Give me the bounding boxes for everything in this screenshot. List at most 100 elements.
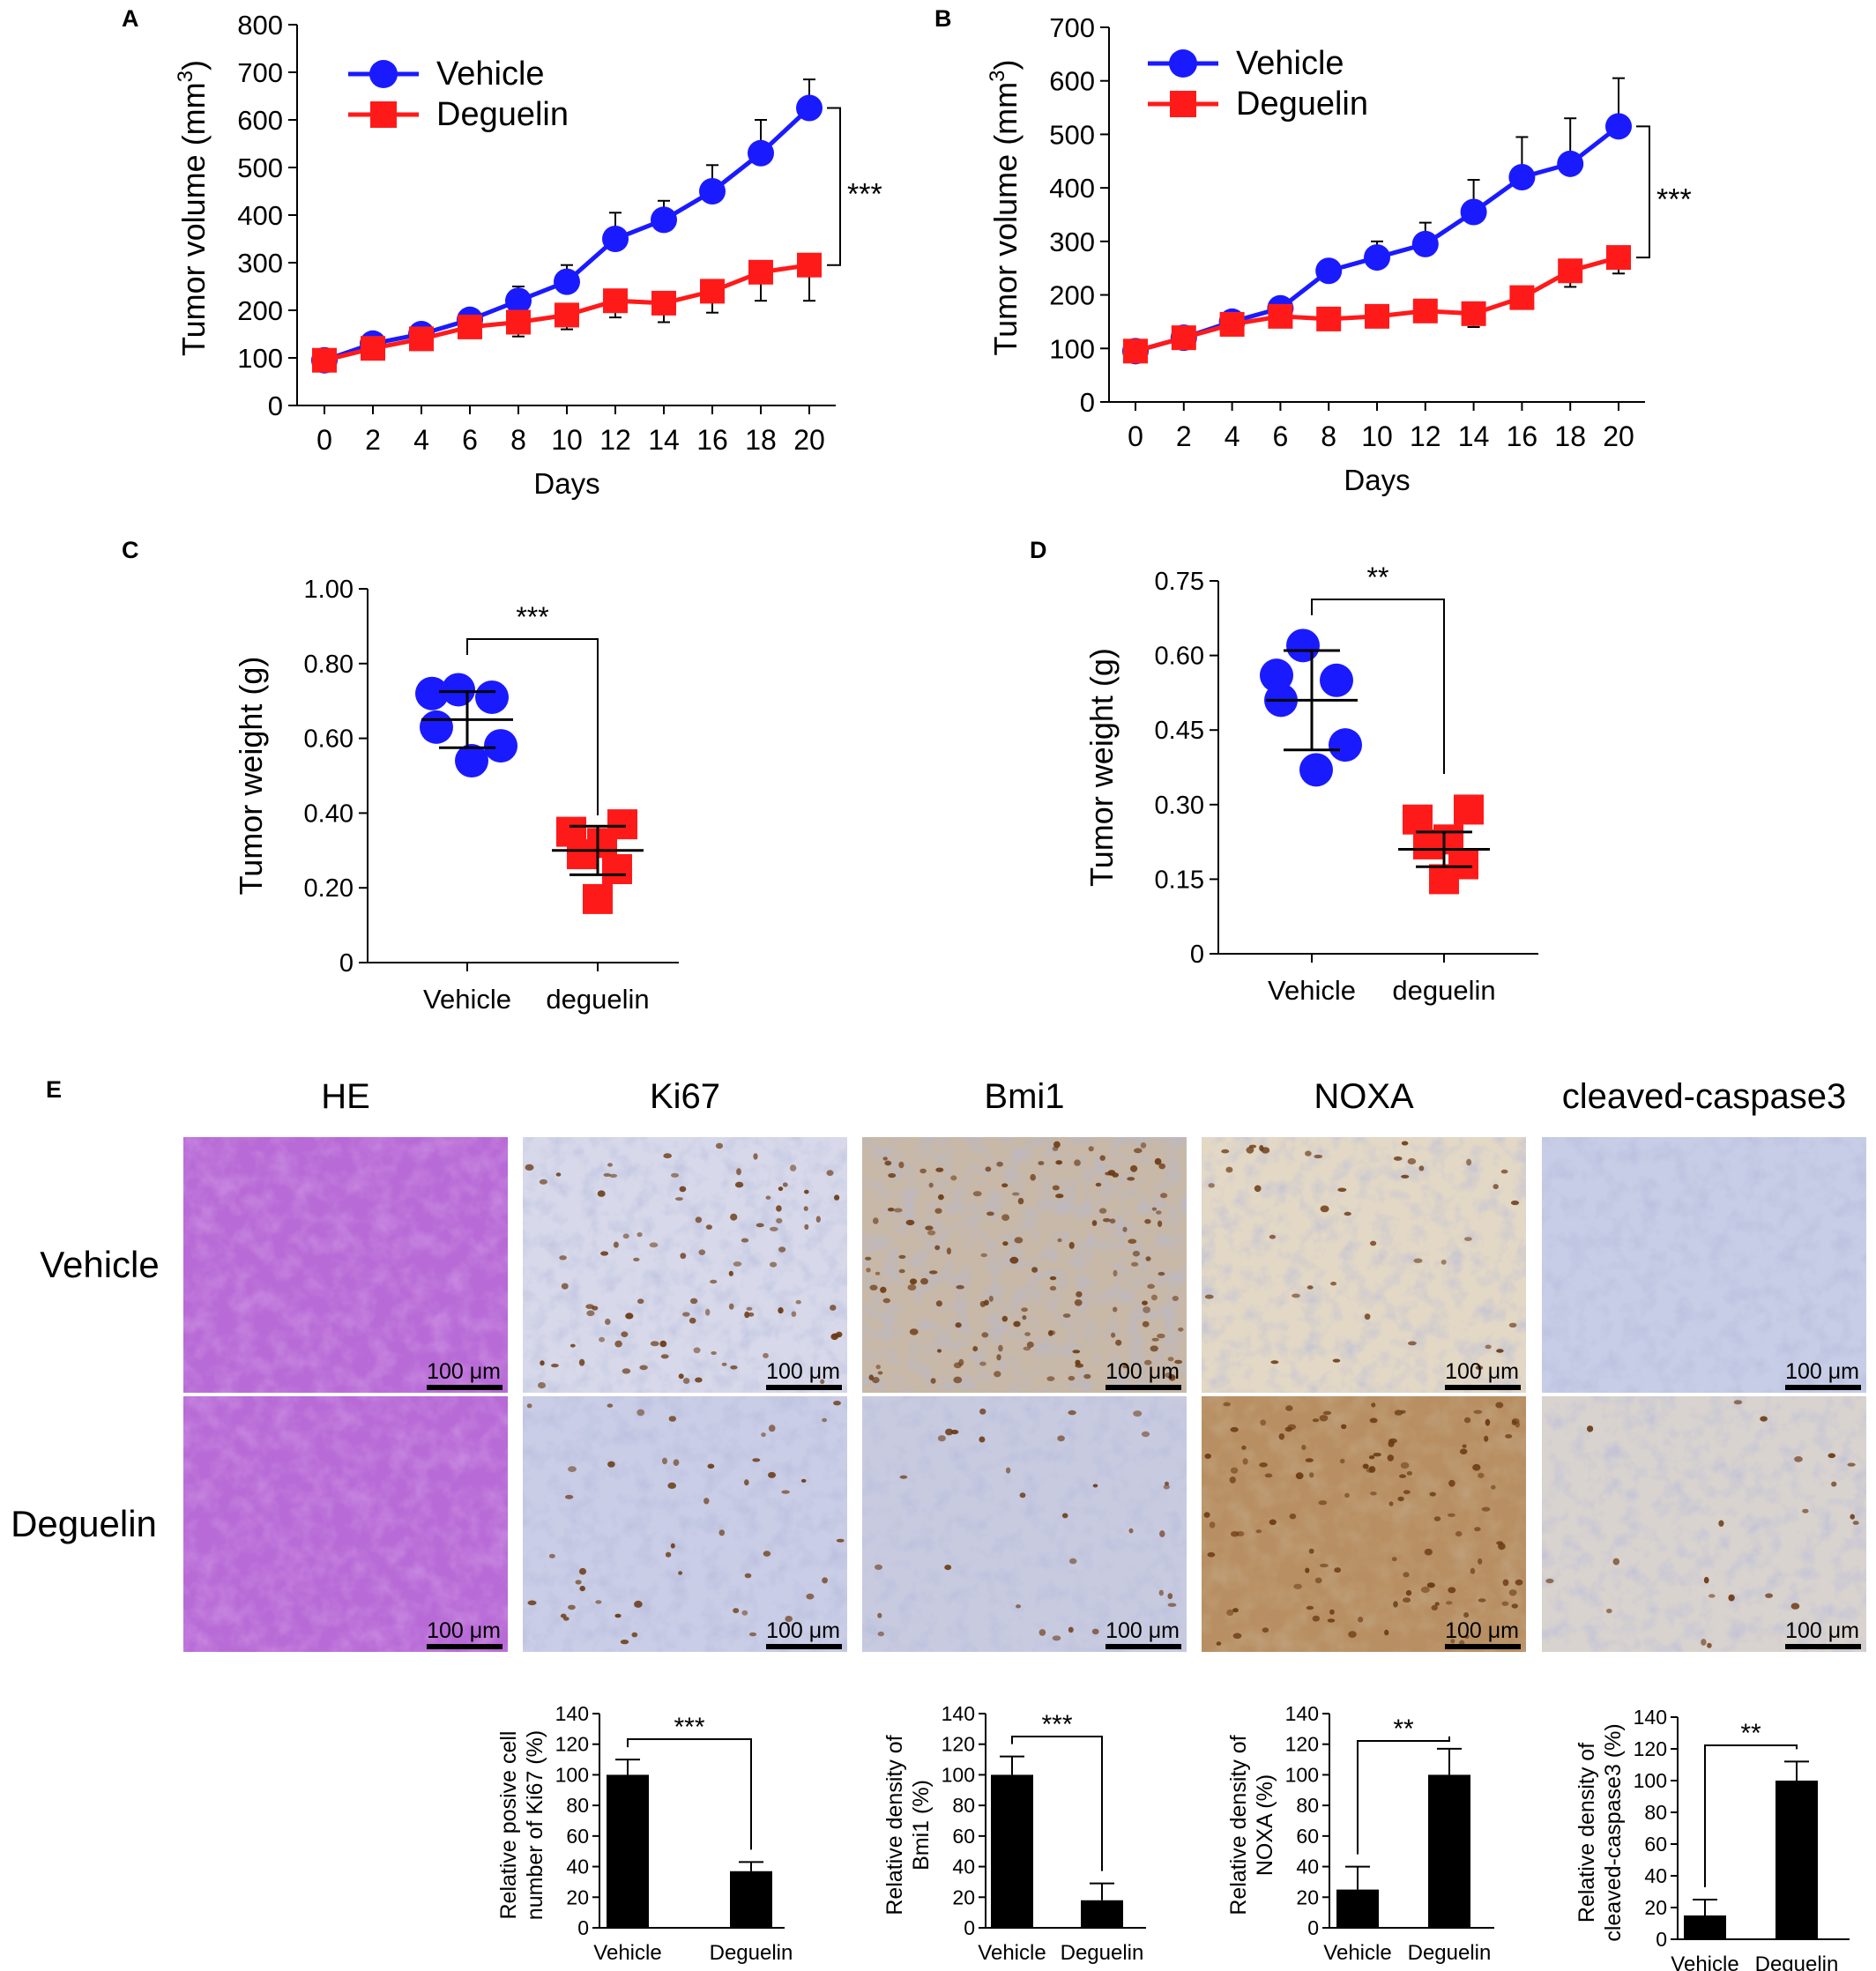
x-tick-label: 20 <box>1603 420 1634 452</box>
deguelin-point <box>1219 311 1245 337</box>
stained-nucleus <box>1501 1601 1509 1606</box>
micrograph-texture <box>523 1396 847 1652</box>
stained-nucleus <box>898 1268 905 1274</box>
stained-nucleus <box>675 1197 683 1201</box>
stained-nucleus <box>996 1354 1001 1361</box>
stained-nucleus <box>800 1478 807 1483</box>
stained-nucleus <box>1158 1163 1165 1170</box>
deguelin-point <box>506 309 531 335</box>
stained-nucleus <box>1246 1146 1254 1154</box>
stained-nucleus <box>597 1190 606 1197</box>
stained-nucleus <box>1478 1558 1483 1565</box>
stained-nucleus <box>1030 1173 1036 1181</box>
stained-nucleus <box>981 1332 989 1338</box>
bar-deguelin <box>1428 1774 1470 1928</box>
stained-nucleus <box>1216 1641 1222 1646</box>
stained-nucleus <box>730 1213 738 1221</box>
stained-nucleus <box>1831 1481 1837 1487</box>
stained-nucleus <box>880 1286 887 1293</box>
stained-nucleus <box>909 1278 918 1285</box>
stained-nucleus <box>1364 1313 1371 1320</box>
stained-nucleus <box>1147 1283 1155 1290</box>
y-axis-label: Relative density of <box>1226 1735 1251 1915</box>
bar-chart-ki67: 0 20 40 60 80 100 120 140 Relative posive cell nu… <box>496 1702 793 1965</box>
stained-nucleus <box>711 1351 717 1355</box>
stained-nucleus <box>869 1284 878 1290</box>
stained-nucleus <box>1718 1520 1724 1527</box>
vehicle-point <box>554 268 580 295</box>
significance-label: *** <box>674 1713 704 1742</box>
y-axis-label-sup: 3 <box>174 71 197 82</box>
stained-nucleus <box>979 1436 986 1443</box>
stained-nucleus <box>1057 1435 1065 1442</box>
stained-nucleus <box>1765 1593 1773 1598</box>
stained-nucleus <box>955 1322 962 1328</box>
y-tick-label: 60 <box>1296 1825 1319 1848</box>
stained-nucleus <box>1462 1444 1467 1448</box>
stained-nucleus <box>1399 1474 1406 1478</box>
stained-nucleus <box>1122 1364 1129 1369</box>
stained-nucleus <box>763 1551 771 1557</box>
stained-nucleus <box>1102 1218 1111 1223</box>
bar-deguelin <box>1081 1900 1123 1928</box>
y-axis-label-end: ) <box>987 59 1024 70</box>
stained-nucleus <box>873 1217 879 1224</box>
column-header: NOXA <box>1314 1077 1414 1116</box>
y-tick-label: 100 <box>237 343 283 374</box>
vehicle-point <box>1320 663 1353 697</box>
stained-nucleus <box>670 1172 680 1178</box>
stained-nucleus <box>1091 1628 1099 1635</box>
y-tick-label: 140 <box>1634 1706 1667 1729</box>
stained-nucleus <box>741 1238 749 1243</box>
panel-label-b: B <box>934 5 952 32</box>
stained-nucleus <box>1384 1629 1389 1636</box>
y-axis-label: Tumor weight (g) <box>1083 648 1120 887</box>
stained-nucleus <box>605 1318 611 1326</box>
chart-b-tumor-volume: 0 100 200 300 400 500 600 700 0 2 4 6 8 10 12 14 16 18 20 D… <box>986 12 1692 496</box>
scale-bar <box>1445 1385 1521 1390</box>
stained-nucleus <box>1223 1402 1231 1407</box>
stained-nucleus <box>1388 1438 1397 1444</box>
stained-nucleus <box>710 1279 718 1284</box>
stained-nucleus <box>1370 1491 1377 1496</box>
stained-nucleus <box>756 1223 764 1228</box>
stained-nucleus <box>1130 1261 1139 1267</box>
stained-nucleus <box>707 1463 715 1469</box>
deguelin-point <box>1171 325 1196 351</box>
stained-nucleus <box>527 1600 537 1606</box>
deguelin-point <box>651 290 676 316</box>
scale-bar-label: 100 μm <box>1106 1618 1180 1643</box>
stained-nucleus <box>1387 1454 1395 1462</box>
stained-nucleus <box>1099 1155 1106 1161</box>
stained-nucleus <box>718 1529 726 1536</box>
legend-label: Vehicle <box>436 56 545 93</box>
micrograph-texture <box>183 1137 508 1393</box>
stained-nucleus <box>679 1186 687 1193</box>
bar-vehicle <box>607 1774 649 1928</box>
y-tick-label: 60 <box>566 1825 589 1848</box>
stained-nucleus <box>1038 1629 1046 1636</box>
vehicle-point <box>1557 150 1584 177</box>
x-tick-label: 0 <box>1128 420 1143 452</box>
stained-nucleus <box>1403 1490 1411 1494</box>
stained-nucleus <box>1178 1328 1184 1332</box>
stained-nucleus <box>768 1424 776 1432</box>
stained-nucleus <box>1154 1157 1162 1165</box>
stained-nucleus <box>1312 1418 1320 1423</box>
category-label: Vehicle <box>593 1941 661 1965</box>
stained-nucleus <box>1344 1211 1351 1216</box>
stained-nucleus <box>804 1224 809 1231</box>
stained-nucleus <box>693 1347 701 1354</box>
stained-nucleus <box>1728 1594 1735 1602</box>
stained-nucleus <box>1448 1479 1455 1487</box>
bar-vehicle <box>1336 1889 1379 1928</box>
stained-nucleus <box>1001 1183 1009 1187</box>
stained-nucleus <box>670 1543 675 1549</box>
stained-nucleus <box>1156 1210 1162 1215</box>
stained-nucleus <box>538 1382 546 1389</box>
stained-nucleus <box>1319 1563 1329 1568</box>
stained-nucleus <box>782 1182 788 1187</box>
stained-nucleus <box>1287 1424 1297 1431</box>
vehicle-point <box>455 744 488 778</box>
stained-nucleus <box>1401 1141 1409 1146</box>
